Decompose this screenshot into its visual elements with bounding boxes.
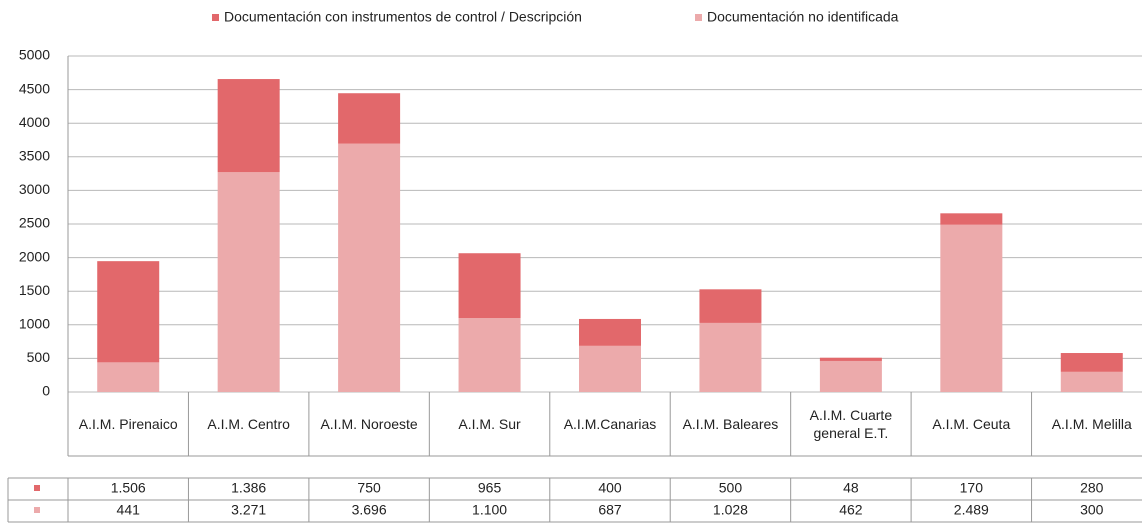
bar-segment	[458, 253, 521, 319]
y-tick-label: 5000	[19, 47, 50, 63]
y-tick-label: 4500	[19, 80, 50, 96]
table-swatch	[34, 507, 40, 513]
table-value: 1.100	[472, 502, 507, 518]
y-tick-label: 3500	[19, 148, 50, 164]
bar-segment	[699, 289, 762, 323]
table-value: 300	[1080, 502, 1104, 518]
y-tick-label: 3000	[19, 181, 50, 197]
table-value: 2.489	[954, 502, 989, 518]
x-tick-label: A.I.M. Centro	[207, 416, 290, 432]
bar-segment	[699, 322, 762, 392]
legend-label: Documentación no identificada	[707, 9, 899, 25]
table-value: 750	[357, 480, 381, 496]
table-value: 500	[719, 480, 743, 496]
table-value: 48	[843, 480, 859, 496]
bar-segment	[1060, 371, 1123, 392]
x-tick-label: A.I.M. Baleares	[682, 416, 779, 432]
table-swatch	[34, 485, 40, 491]
bar-segment	[1060, 353, 1123, 372]
x-tick-label: A.I.M.Canarias	[563, 416, 657, 432]
table-value: 965	[478, 480, 502, 496]
bar-segment	[579, 345, 641, 392]
bar-segment	[217, 172, 280, 392]
y-tick-label: 2000	[19, 248, 50, 264]
table-value: 3.271	[231, 502, 266, 518]
y-tick-label: 2500	[19, 215, 50, 231]
y-tick-label: 1000	[19, 316, 50, 332]
table-value: 1.028	[713, 502, 748, 518]
table-value: 1.386	[231, 480, 266, 496]
bar-segment	[338, 143, 401, 392]
x-tick-label: A.I.M. Pirenaico	[78, 416, 178, 432]
x-tick-label: A.I.M. Cuarte general E.T.	[809, 407, 893, 441]
bar-segment	[579, 318, 641, 346]
table-value: 687	[598, 502, 622, 518]
table-value: 462	[839, 502, 863, 518]
bar-segment	[97, 362, 160, 392]
legend-swatch	[695, 14, 702, 21]
table-value: 170	[960, 480, 984, 496]
bar-segment	[819, 357, 882, 361]
bar-segment	[940, 213, 1003, 225]
table-value: 441	[117, 502, 141, 518]
bar-segment	[819, 360, 882, 392]
legend-swatch	[212, 14, 219, 21]
x-tick-label: A.I.M. Sur	[458, 416, 521, 432]
table-value: 400	[598, 480, 622, 496]
x-tick-label: A.I.M. Ceuta	[932, 416, 1011, 432]
bar-segment	[940, 224, 1003, 392]
y-tick-label: 0	[42, 383, 50, 399]
x-tick-label: A.I.M. Melilla	[1051, 416, 1132, 432]
x-tick-label: A.I.M. Noroeste	[320, 416, 418, 432]
y-tick-label: 1500	[19, 282, 50, 298]
legend-label: Documentación con instrumentos de contro…	[224, 9, 582, 25]
table-value: 280	[1080, 480, 1104, 496]
bar-segment	[338, 93, 401, 144]
table-value: 1.506	[111, 480, 146, 496]
table-value: 3.696	[352, 502, 387, 518]
bar-segment	[217, 79, 280, 173]
y-tick-label: 4000	[19, 114, 50, 130]
bar-segment	[458, 318, 521, 392]
bar-segment	[97, 261, 160, 363]
y-tick-label: 500	[27, 349, 51, 365]
